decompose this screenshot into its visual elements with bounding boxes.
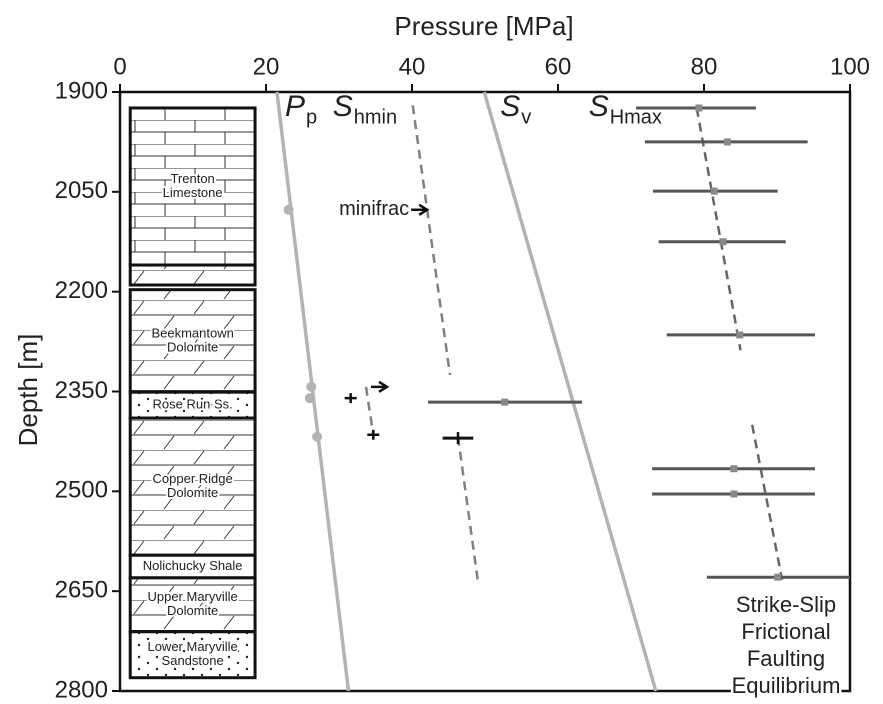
profile-line	[456, 436, 479, 581]
range-center	[730, 490, 738, 498]
arrow	[411, 203, 430, 216]
range-center	[501, 398, 509, 406]
y-tick-label: 2350	[55, 377, 108, 404]
range-center	[736, 331, 744, 339]
line-label: P	[285, 90, 305, 123]
lithology-label: Trenton	[170, 171, 214, 186]
x-tick-label: 80	[691, 53, 718, 80]
profile-line	[411, 105, 452, 376]
lithology-label: Copper Ridge	[153, 471, 233, 486]
line-label-subscript: p	[306, 106, 317, 128]
y-tick-label: 2650	[55, 577, 108, 604]
y-tick-label: 2500	[55, 477, 108, 504]
profile-line	[482, 91, 658, 692]
range-center	[730, 465, 738, 473]
range-center	[723, 138, 731, 146]
line-label: S	[333, 90, 353, 123]
lithology-unit	[128, 630, 257, 680]
lithology-label: Sandstone	[162, 653, 224, 668]
x-tick-label: 0	[113, 53, 126, 80]
annotation: minifrac	[339, 198, 409, 220]
range-center	[719, 238, 727, 246]
line-label-subscript: Hmax	[610, 106, 662, 128]
x-tick-label: 100	[830, 53, 870, 80]
lithology-label: Limestone	[163, 185, 223, 200]
line-label: S	[500, 90, 520, 123]
range-center	[710, 187, 718, 195]
x-tick-label: 40	[399, 53, 426, 80]
y-tick-label: 2800	[55, 676, 108, 703]
pp-point	[283, 204, 294, 215]
range-center	[695, 104, 703, 112]
pp-point	[306, 381, 317, 392]
y-tick-label: 1900	[55, 77, 108, 104]
x-tick-label: 60	[545, 53, 572, 80]
plus-mark	[367, 429, 380, 440]
lithology-label: Dolomite	[167, 339, 218, 354]
annotation: Faulting	[747, 646, 825, 671]
annotation: Strike-Slip	[736, 592, 836, 617]
lithology-label: Nolichucky Shale	[143, 558, 243, 573]
lithology-label: Beekmantown	[151, 325, 233, 340]
profile-line	[364, 386, 375, 435]
line-label-subscript: hmin	[354, 106, 397, 128]
pp-point	[312, 431, 323, 442]
line-label-subscript: v	[521, 106, 531, 128]
annotation: Frictional	[741, 619, 830, 644]
y-tick-label: 2200	[55, 277, 108, 304]
lithology-label: Dolomite	[167, 485, 218, 500]
lithology-unit	[128, 106, 257, 267]
lithology-label: Dolomite	[167, 603, 218, 618]
y-tick-label: 2050	[55, 177, 108, 204]
lithology-unit	[128, 416, 257, 557]
x-axis-title: Pressure [MPa]	[394, 11, 573, 41]
lithology-label: Lower Maryville	[147, 639, 237, 654]
plus-mark	[344, 393, 357, 404]
x-tick-label: 20	[253, 53, 280, 80]
y-axis-title: Depth [m]	[13, 334, 43, 447]
lithology-label: Rose Run Ss.	[153, 397, 233, 412]
pp-point	[304, 393, 315, 404]
arrow	[370, 380, 390, 393]
range-center	[774, 573, 782, 581]
profile-line	[750, 424, 784, 581]
profile-line	[695, 107, 742, 351]
lithology-unit	[128, 288, 257, 394]
line-label: S	[589, 90, 609, 123]
lithology-label: Upper Maryville	[147, 589, 237, 604]
annotation: Equilibrium	[732, 673, 841, 698]
lithology-unit	[128, 263, 257, 287]
